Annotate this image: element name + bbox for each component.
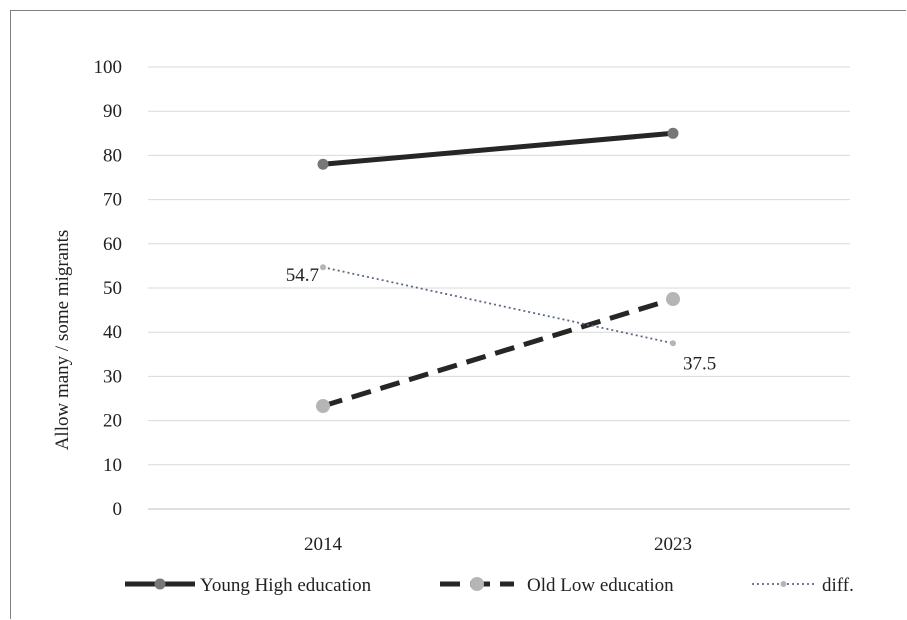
- legend-label: Young High education: [200, 575, 372, 596]
- data-label: 37.5: [683, 353, 716, 374]
- data-point: [667, 127, 679, 139]
- legend-swatch-marker: [470, 577, 484, 591]
- gridlines: [148, 66, 850, 510]
- y-tick-label: 100: [94, 57, 123, 78]
- data-point: [317, 158, 329, 170]
- y-tick-label: 20: [103, 411, 122, 432]
- y-tick-label: 10: [103, 455, 122, 476]
- y-tick-label: 60: [103, 234, 122, 255]
- data-point: [666, 292, 680, 307]
- data-point: [670, 340, 676, 347]
- legend-swatch-marker: [154, 578, 166, 590]
- series-line: [322, 130, 674, 167]
- y-tick-label: 80: [103, 145, 122, 166]
- y-tick-label: 90: [103, 101, 122, 122]
- legend: Young High education Old Low education dif…: [125, 575, 854, 596]
- series-lines: [316, 127, 680, 414]
- legend-swatch-marker: [780, 581, 787, 587]
- data-point: [320, 264, 326, 271]
- data-label: 54.7: [286, 265, 319, 286]
- y-tick-label: 30: [103, 366, 122, 387]
- y-tick-label: 40: [103, 322, 122, 343]
- legend-label: Old Low education: [527, 575, 674, 596]
- y-tick-label: 0: [113, 499, 123, 520]
- y-tick-labels: 0 10 20 30 40 50 60 70 80 90 100: [94, 57, 123, 520]
- x-tick-label: 2023: [654, 534, 692, 555]
- y-tick-label: 70: [103, 190, 122, 211]
- series-line: [322, 296, 674, 409]
- chart-frame: [10, 10, 906, 619]
- legend-label: diff.: [822, 575, 854, 596]
- data-point: [316, 399, 330, 414]
- y-tick-label: 50: [103, 278, 122, 299]
- data-labels: 54.7 37.5: [286, 265, 717, 374]
- y-axis-title: Allow many / some migrants: [52, 230, 73, 451]
- x-tick-label: 2014: [304, 534, 343, 555]
- x-tick-labels: 2014 2023: [304, 534, 692, 555]
